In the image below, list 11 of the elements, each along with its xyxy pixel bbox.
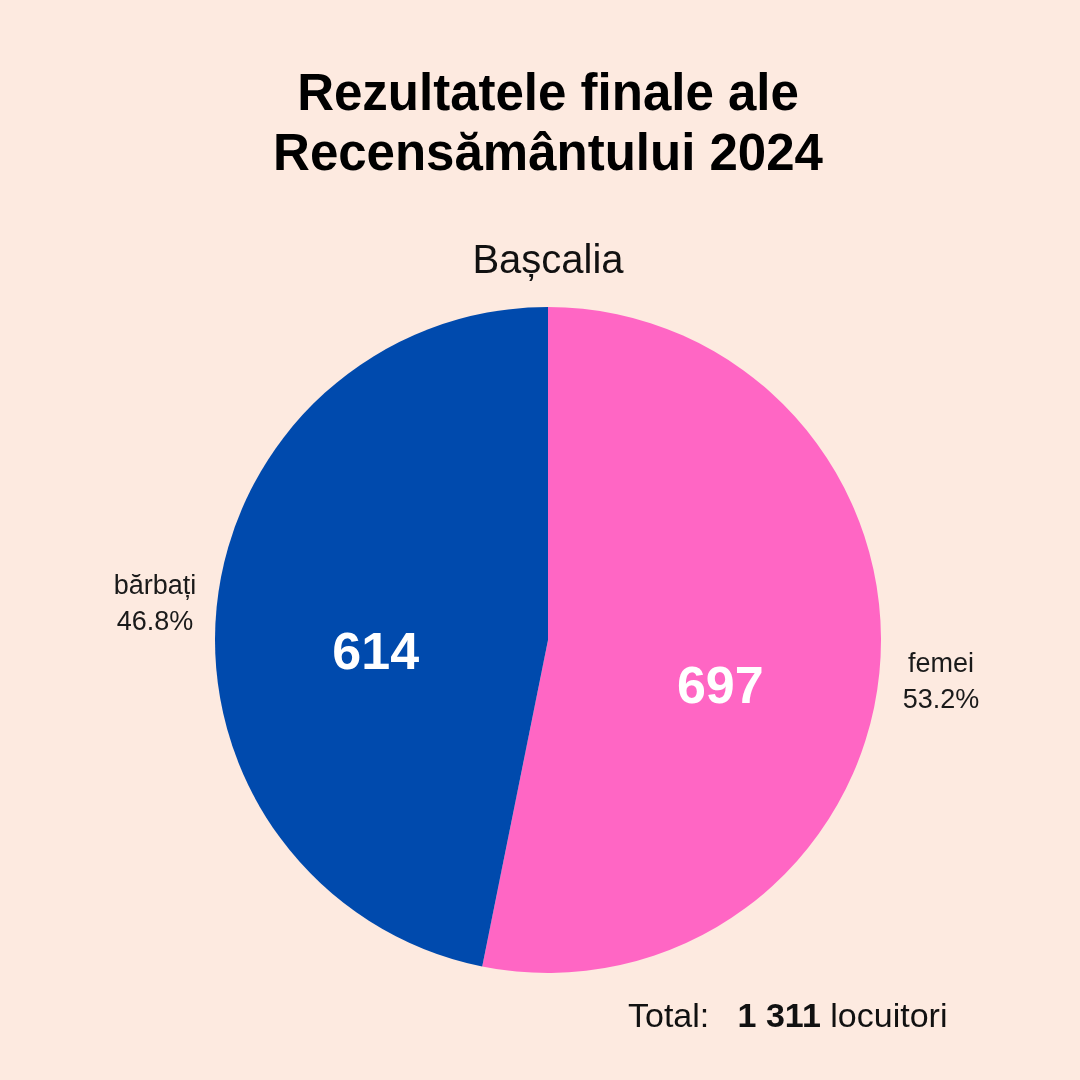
chart-subtitle: Bașcalia bbox=[472, 237, 625, 281]
slice-label: bărbați bbox=[113, 569, 197, 600]
chart-title: Rezultatele finale ale Recensământului 2024 bbox=[273, 64, 824, 181]
text: 53.2% bbox=[902, 684, 980, 715]
data-label: 697 bbox=[676, 656, 764, 715]
data-label: 614 bbox=[332, 621, 420, 680]
text: Total: 1 311 locuitori bbox=[628, 996, 948, 1034]
pie-slice bbox=[215, 307, 548, 967]
slice-label: femei bbox=[908, 648, 975, 679]
pie-slice bbox=[482, 307, 881, 973]
text: 46.8% bbox=[116, 605, 194, 636]
